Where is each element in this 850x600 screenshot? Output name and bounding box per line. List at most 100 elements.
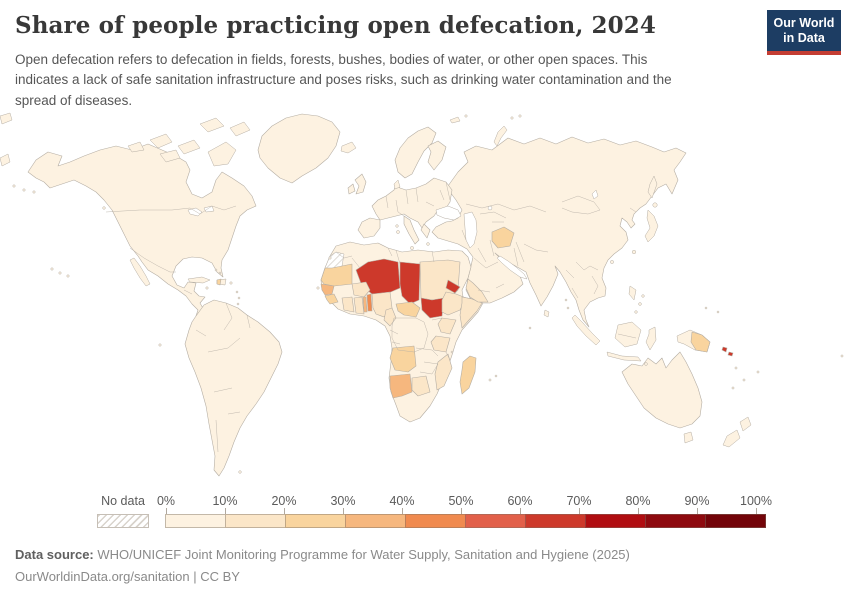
legend-color-bar xyxy=(165,514,766,528)
legend-segment-5[interactable] xyxy=(465,514,526,528)
sri-lanka xyxy=(543,309,550,318)
country-papua-new-guinea[interactable] xyxy=(690,331,711,353)
legend-tick xyxy=(756,508,757,514)
landmass-europe-mainland[interactable] xyxy=(371,177,453,229)
country-benin[interactable] xyxy=(366,293,373,312)
license-line: OurWorldinData.org/sanitation | CC BY xyxy=(15,566,630,588)
legend-segment-3[interactable] xyxy=(345,514,406,528)
country-yemen[interactable] xyxy=(465,278,489,303)
legend-segment-7[interactable] xyxy=(585,514,646,528)
small-islands xyxy=(12,114,844,474)
svalbard xyxy=(449,116,461,124)
country-ghana[interactable] xyxy=(353,296,365,315)
world-map[interactable] xyxy=(0,106,850,490)
ireland[interactable] xyxy=(347,183,356,195)
landmass-greenland[interactable] xyxy=(257,113,341,184)
landmass-north-america[interactable] xyxy=(27,143,257,318)
owid-logo[interactable]: Our World in Data xyxy=(767,10,841,55)
legend-scale: 0% 10% 20% 30% 40% 50% 60% 70% 80% 90% 100% xyxy=(157,494,772,528)
country-guinea[interactable] xyxy=(324,293,339,305)
denmark[interactable] xyxy=(393,179,401,190)
iberian-peninsula[interactable] xyxy=(357,217,381,239)
country-eritrea[interactable] xyxy=(445,279,461,294)
lake-baikal xyxy=(591,189,599,200)
country-kenya[interactable] xyxy=(437,317,457,335)
region-western-sahara-no-data[interactable] xyxy=(324,251,345,269)
tasmania[interactable] xyxy=(683,431,694,444)
cc-by-link[interactable]: CC BY xyxy=(200,568,240,584)
country-angola[interactable] xyxy=(389,345,417,373)
country-togo[interactable] xyxy=(362,296,368,313)
greece[interactable] xyxy=(420,223,431,239)
country-central-african-republic[interactable] xyxy=(395,301,421,318)
country-senegal[interactable] xyxy=(320,283,335,296)
legend-tick-label: 20% xyxy=(271,494,297,508)
country-haiti[interactable] xyxy=(216,278,222,286)
legend-tick-label: 60% xyxy=(507,494,533,508)
subtitle-line: spread of diseases. xyxy=(15,92,133,108)
japan[interactable] xyxy=(644,209,659,243)
country-mozambique[interactable] xyxy=(434,353,453,391)
borneo[interactable] xyxy=(614,321,642,348)
new-zealand-north[interactable] xyxy=(739,416,752,432)
legend-tick-label: 0% xyxy=(156,494,176,508)
philippines[interactable] xyxy=(628,285,637,301)
landmass-south-america[interactable] xyxy=(184,299,283,477)
legend-tick-label: 70% xyxy=(566,494,592,508)
country-cote-divoire[interactable] xyxy=(341,296,355,313)
country-south-sudan[interactable] xyxy=(420,297,445,319)
legend-segment-2[interactable] xyxy=(285,514,346,528)
legend-tick-label: 30% xyxy=(330,494,356,508)
legend-tick-label: 100% xyxy=(740,494,772,508)
world-map-container xyxy=(0,106,850,490)
no-data-swatch[interactable] xyxy=(97,514,149,528)
country-namibia[interactable] xyxy=(389,373,413,399)
map-legend: No data 0% 10% 20% 30% 40% 50% 60% 70% 80% 90% 100… xyxy=(0,494,850,530)
legend-segment-0[interactable] xyxy=(165,514,226,528)
legend-segment-4[interactable] xyxy=(405,514,466,528)
scandinavia[interactable] xyxy=(394,126,437,179)
new-zealand-south[interactable] xyxy=(722,429,741,448)
novaya-zemlya xyxy=(493,125,508,147)
legend-tick xyxy=(284,508,285,514)
legend-tick xyxy=(402,508,403,514)
country-burkina-faso[interactable] xyxy=(351,281,371,298)
legend-tick-label: 50% xyxy=(448,494,474,508)
country-ethiopia[interactable] xyxy=(441,291,467,316)
sumatra[interactable] xyxy=(571,314,601,346)
logo-line-1: Our World xyxy=(773,16,835,30)
legend-segment-6[interactable] xyxy=(525,514,586,528)
page-title: Share of people practicing open defecati… xyxy=(15,12,656,39)
country-tanzania[interactable] xyxy=(430,335,451,353)
source-text: WHO/UNICEF Joint Monitoring Programme fo… xyxy=(97,547,630,562)
caspian-sea xyxy=(463,211,478,249)
sulawesi[interactable] xyxy=(645,326,657,351)
cuba[interactable] xyxy=(187,276,211,284)
source-label: Data source: xyxy=(15,547,94,562)
legend-tick-label: 90% xyxy=(684,494,710,508)
chart-subtitle: Open defecation refers to defecation in … xyxy=(15,50,760,111)
antimeridian-slivers xyxy=(0,112,13,167)
iceland[interactable] xyxy=(340,141,357,154)
italy[interactable] xyxy=(403,215,420,245)
legend-segment-8[interactable] xyxy=(645,514,706,528)
finland[interactable] xyxy=(427,140,447,171)
legend-segment-9[interactable] xyxy=(705,514,766,528)
country-afghanistan[interactable] xyxy=(491,226,515,249)
java[interactable] xyxy=(606,351,642,362)
legend-tick-label: 10% xyxy=(212,494,238,508)
owid-url-link[interactable]: OurWorldinData.org/sanitation xyxy=(15,568,190,584)
legend-tick-label: 80% xyxy=(625,494,651,508)
country-botswana[interactable] xyxy=(411,375,431,397)
persian-gulf xyxy=(496,255,528,280)
logo-line-2: in Data xyxy=(783,31,825,45)
legend-tick xyxy=(579,508,580,514)
country-solomon-islands[interactable] xyxy=(721,346,734,357)
legend-no-data: No data xyxy=(97,494,149,528)
great-britain[interactable] xyxy=(354,173,367,195)
landmass-australia[interactable] xyxy=(621,351,703,429)
baja-california[interactable] xyxy=(129,257,151,287)
legend-segment-1[interactable] xyxy=(225,514,286,528)
country-madagascar[interactable] xyxy=(459,355,477,395)
legend-tick xyxy=(225,508,226,514)
